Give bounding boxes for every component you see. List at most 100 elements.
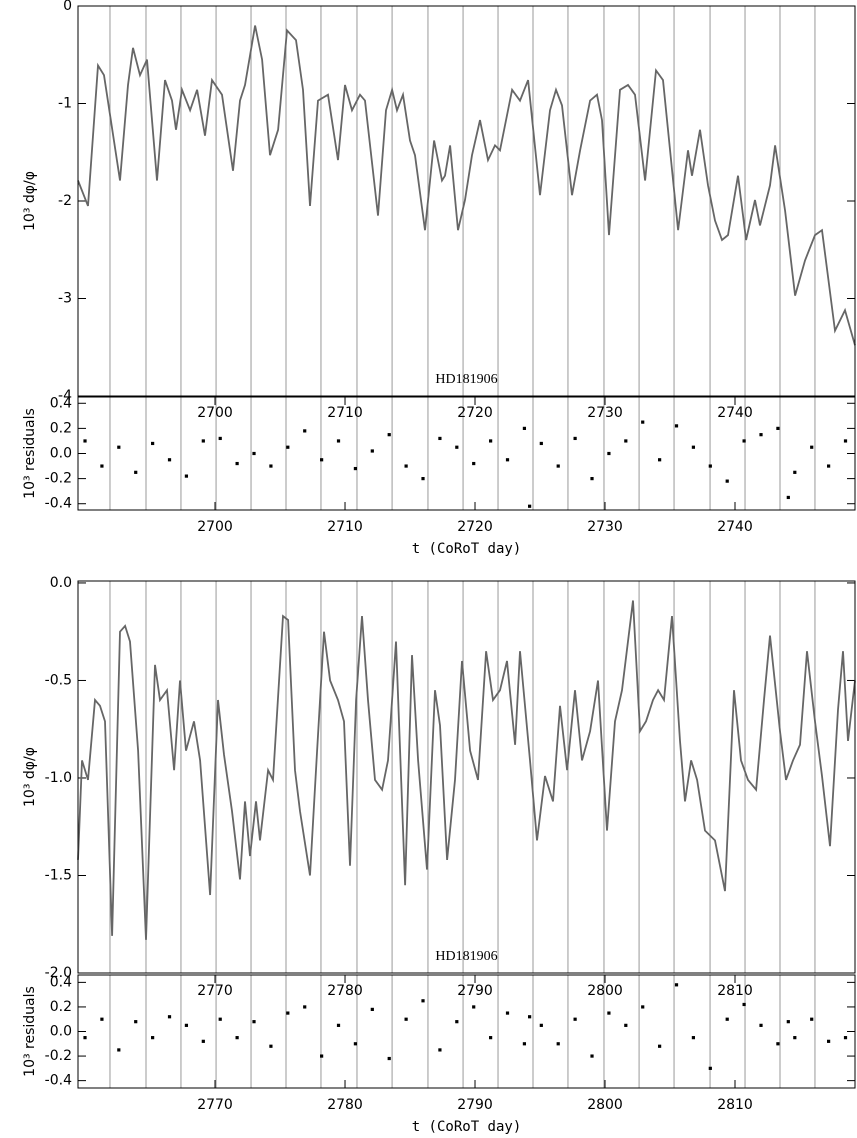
residual-point bbox=[708, 464, 712, 468]
residual-point bbox=[117, 445, 121, 449]
residual-point bbox=[252, 1020, 256, 1024]
residual-point bbox=[83, 439, 87, 443]
x-tick-label-top: 2800 bbox=[587, 983, 623, 999]
residual-point bbox=[725, 1017, 729, 1021]
residual-point bbox=[827, 1039, 831, 1043]
residual-point bbox=[725, 479, 729, 483]
residual-point bbox=[810, 445, 814, 449]
star-label: HD181906 bbox=[435, 949, 497, 964]
residual-point bbox=[691, 1036, 696, 1040]
residual-point bbox=[455, 445, 459, 449]
residual-point bbox=[843, 1036, 848, 1040]
x-tick-label: 2780 bbox=[327, 1097, 363, 1113]
y-axis-label: 10³ residuals bbox=[22, 986, 38, 1077]
residual-point bbox=[786, 1020, 790, 1024]
residual-point bbox=[117, 1048, 121, 1052]
residual-point bbox=[674, 424, 679, 428]
residual-point bbox=[641, 1005, 645, 1009]
residual-point bbox=[167, 1015, 172, 1019]
residual-point bbox=[742, 439, 746, 443]
x-tick-label: 2710 bbox=[327, 519, 363, 535]
residual-point bbox=[522, 1042, 527, 1046]
residual-point bbox=[759, 1023, 763, 1027]
y-tick-label: 0.4 bbox=[50, 395, 72, 411]
residual-point bbox=[404, 464, 408, 468]
y-tick-label: 0.2 bbox=[50, 420, 72, 436]
residual-point bbox=[776, 426, 780, 430]
y-tick-label: -0.4 bbox=[45, 1073, 72, 1089]
residual-point bbox=[472, 1005, 476, 1009]
residual-point bbox=[201, 439, 205, 443]
residual-point bbox=[455, 1020, 459, 1024]
y-tick-label: -1 bbox=[58, 96, 72, 112]
residual-point bbox=[556, 464, 560, 468]
residual-point bbox=[151, 441, 155, 446]
x-tick-label-top: 2790 bbox=[457, 983, 493, 999]
residual-point bbox=[370, 449, 374, 453]
y-tick-label: 0.4 bbox=[50, 974, 72, 990]
residual-point bbox=[421, 999, 425, 1003]
residual-point bbox=[83, 1036, 87, 1040]
residual-point bbox=[658, 458, 662, 462]
y-tick-label: 0.2 bbox=[50, 999, 72, 1015]
residual-point bbox=[786, 495, 790, 500]
residual-point bbox=[810, 1017, 814, 1021]
y-tick-label: -2.0 bbox=[45, 965, 72, 981]
residual-point bbox=[167, 458, 172, 462]
residual-point bbox=[218, 1017, 222, 1021]
x-tick-label: 2790 bbox=[457, 1097, 493, 1113]
residual-point bbox=[303, 429, 307, 433]
residual-point bbox=[134, 1020, 138, 1024]
x-tick-label-top: 2700 bbox=[197, 405, 233, 421]
y-tick-label: 0 bbox=[63, 0, 72, 14]
y-tick-label: -0.2 bbox=[45, 471, 72, 487]
x-tick-label-top: 2810 bbox=[717, 983, 753, 999]
residual-point bbox=[100, 1017, 104, 1021]
residual-point bbox=[556, 1042, 560, 1046]
y-axis-label: 10³ dφ/φ bbox=[22, 171, 38, 231]
residual-point bbox=[269, 1044, 273, 1048]
residual-point bbox=[843, 439, 848, 443]
residual-point bbox=[184, 1023, 189, 1027]
residual-point bbox=[387, 433, 391, 437]
residual-point bbox=[658, 1044, 662, 1048]
x-axis-label: t (CoRoT day) bbox=[412, 1119, 522, 1135]
residual-point bbox=[505, 458, 510, 462]
residual-point bbox=[590, 1054, 594, 1058]
residual-point bbox=[776, 1042, 780, 1046]
x-tick-label: 2810 bbox=[717, 1097, 753, 1113]
residual-point bbox=[184, 474, 189, 478]
residual-point bbox=[286, 1011, 290, 1015]
residual-point bbox=[151, 1036, 155, 1040]
x-tick-label: 2800 bbox=[587, 1097, 623, 1113]
residual-point bbox=[528, 1015, 532, 1019]
x-tick-label-top: 2740 bbox=[717, 405, 753, 421]
residual-point bbox=[472, 461, 476, 466]
residual-point bbox=[235, 461, 239, 466]
y-tick-label: -1.0 bbox=[45, 770, 72, 786]
y-tick-label: -4 bbox=[58, 388, 72, 404]
residual-point bbox=[235, 1036, 239, 1040]
x-axis-label: t (CoRoT day) bbox=[412, 541, 522, 557]
y-tick-label: 0.0 bbox=[50, 575, 72, 591]
residual-point bbox=[286, 445, 290, 449]
residual-point bbox=[607, 1011, 611, 1015]
y-axis-label: 10³ dφ/φ bbox=[22, 747, 38, 807]
y-tick-label: -2 bbox=[58, 193, 72, 209]
residual-point bbox=[624, 439, 628, 443]
y-tick-label: -0.4 bbox=[45, 496, 72, 512]
residual-point bbox=[438, 1048, 442, 1052]
residual-point bbox=[793, 470, 797, 474]
residual-point bbox=[573, 436, 577, 441]
residual-point bbox=[489, 1036, 493, 1040]
residual-point bbox=[353, 1042, 358, 1046]
residual-point bbox=[387, 1056, 391, 1061]
residual-point bbox=[708, 1066, 712, 1070]
residual-point bbox=[793, 1036, 797, 1040]
residual-point bbox=[134, 470, 138, 474]
residual-point bbox=[641, 420, 645, 424]
y-tick-label: -1.5 bbox=[45, 867, 72, 883]
x-tick-label-top: 2780 bbox=[327, 983, 363, 999]
residual-point bbox=[336, 1023, 341, 1027]
